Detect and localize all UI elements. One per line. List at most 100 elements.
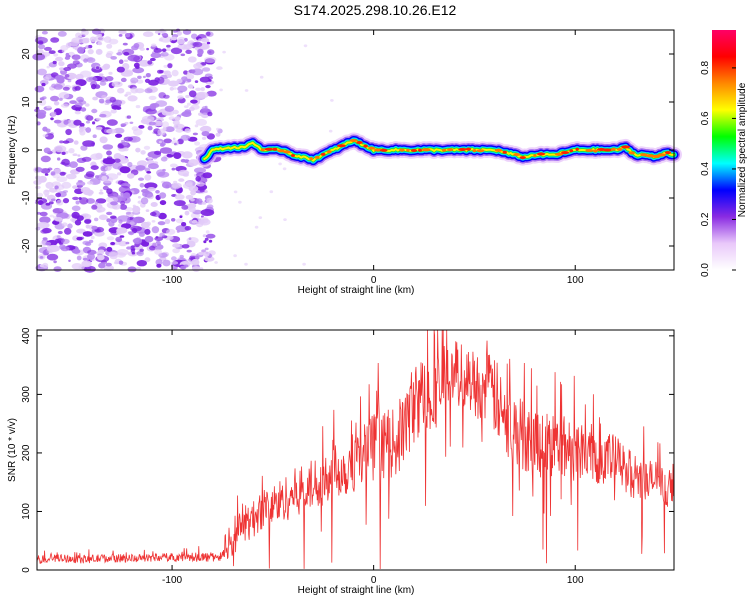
noise-blob — [38, 44, 45, 50]
noise-blob — [186, 249, 192, 253]
noise-blob — [194, 124, 199, 128]
noise-blob — [178, 178, 185, 182]
noise-blob — [61, 158, 70, 166]
colorbar: 0.0 0.2 0.4 0.6 0.8 Normalized spectral ampl… — [700, 30, 748, 277]
noise-blob — [186, 102, 191, 106]
noise-blob — [106, 246, 113, 252]
noise-blob — [110, 109, 117, 114]
noise-blob — [135, 88, 145, 94]
noise-blob — [151, 226, 160, 234]
noise-blob — [202, 234, 207, 238]
ridge-peak — [447, 148, 454, 152]
noise-blob — [71, 211, 80, 219]
noise-blob — [176, 230, 180, 233]
noise-blob — [138, 177, 144, 181]
noise-blob — [157, 171, 170, 178]
noise-blob — [138, 231, 145, 237]
noise-blob — [170, 47, 183, 55]
noise-blob — [147, 157, 153, 160]
noise-blob — [55, 188, 61, 193]
noise-blob — [157, 221, 166, 226]
noise-blob — [171, 218, 176, 222]
ridge-peak — [406, 148, 410, 152]
ridge-peak — [533, 154, 537, 158]
noise-blob — [116, 249, 129, 256]
noise-blob — [171, 256, 177, 261]
noise-blob — [196, 198, 203, 204]
ridge-peak — [309, 157, 314, 161]
noise-blob — [150, 211, 157, 217]
noise-blob — [95, 48, 103, 55]
noise-blob — [105, 262, 112, 267]
noise-blob — [92, 134, 97, 138]
noise-blob — [53, 168, 62, 175]
noise-blob — [108, 38, 119, 45]
noise-blob — [82, 240, 90, 245]
noise-blob — [127, 161, 133, 168]
noise-blob — [70, 217, 76, 222]
noise-blob — [50, 95, 60, 102]
noise-blob — [126, 115, 132, 119]
spectrogram-y-tick-label: 10 — [21, 96, 32, 108]
ridge-peak — [519, 156, 526, 160]
noise-blob — [96, 117, 101, 121]
noise-blob — [208, 239, 213, 243]
noise-blob — [185, 183, 189, 186]
noise-blob — [59, 97, 63, 101]
noise-blob — [182, 29, 192, 35]
noise-blob — [34, 175, 42, 180]
spectrogram-y-tick-label: -10 — [21, 190, 32, 205]
noise-blob — [106, 50, 114, 55]
noise-blob — [34, 85, 45, 93]
noise-blob — [61, 222, 68, 227]
noise-blob — [175, 128, 184, 133]
noise-blob — [110, 56, 117, 60]
noise-blob — [118, 34, 123, 37]
noise-blob — [168, 80, 179, 87]
noise-blob — [170, 140, 179, 145]
noise-blob — [191, 258, 200, 266]
noise-blob — [82, 140, 95, 147]
noise-blob — [194, 80, 199, 83]
noise-blob — [105, 173, 119, 181]
ridge-peak — [513, 153, 521, 156]
noise-blob — [196, 172, 206, 178]
noise-blob — [133, 237, 142, 245]
noise-blob — [117, 49, 123, 53]
noise-blob — [328, 129, 333, 133]
noise-blob — [41, 82, 46, 87]
snr-y-tick-label: 400 — [21, 327, 32, 344]
noise-blob — [179, 254, 184, 259]
noise-blob — [188, 90, 197, 98]
colorbar-tick-label: 0.2 — [700, 212, 711, 226]
noise-blob — [63, 67, 72, 71]
noise-blob — [67, 79, 72, 83]
noise-blob — [195, 118, 207, 126]
noise-blob — [70, 169, 76, 173]
noise-blob — [183, 70, 189, 75]
noise-blob — [68, 148, 75, 154]
noise-blob — [206, 41, 211, 45]
noise-blob — [37, 41, 44, 45]
noise-blob — [80, 187, 91, 194]
noise-blob — [148, 79, 159, 86]
ridge-peak — [421, 148, 431, 152]
noise-blob — [85, 45, 90, 49]
ridge-peak — [283, 150, 291, 154]
noise-blob — [116, 52, 123, 56]
noise-blob — [191, 33, 198, 39]
noise-blob — [72, 248, 81, 254]
noise-blob — [108, 71, 113, 75]
noise-blob — [282, 167, 287, 171]
noise-blob — [172, 137, 176, 141]
noise-blob — [173, 152, 182, 160]
noise-blob — [258, 216, 263, 220]
noise-blob — [147, 163, 159, 170]
snr-frame — [36, 329, 675, 571]
noise-blob — [92, 121, 96, 125]
noise-blob — [144, 235, 154, 243]
noise-blob — [206, 90, 217, 97]
noise-blob — [145, 221, 151, 226]
ridge-peak — [621, 145, 631, 149]
noise-blob — [86, 198, 95, 204]
